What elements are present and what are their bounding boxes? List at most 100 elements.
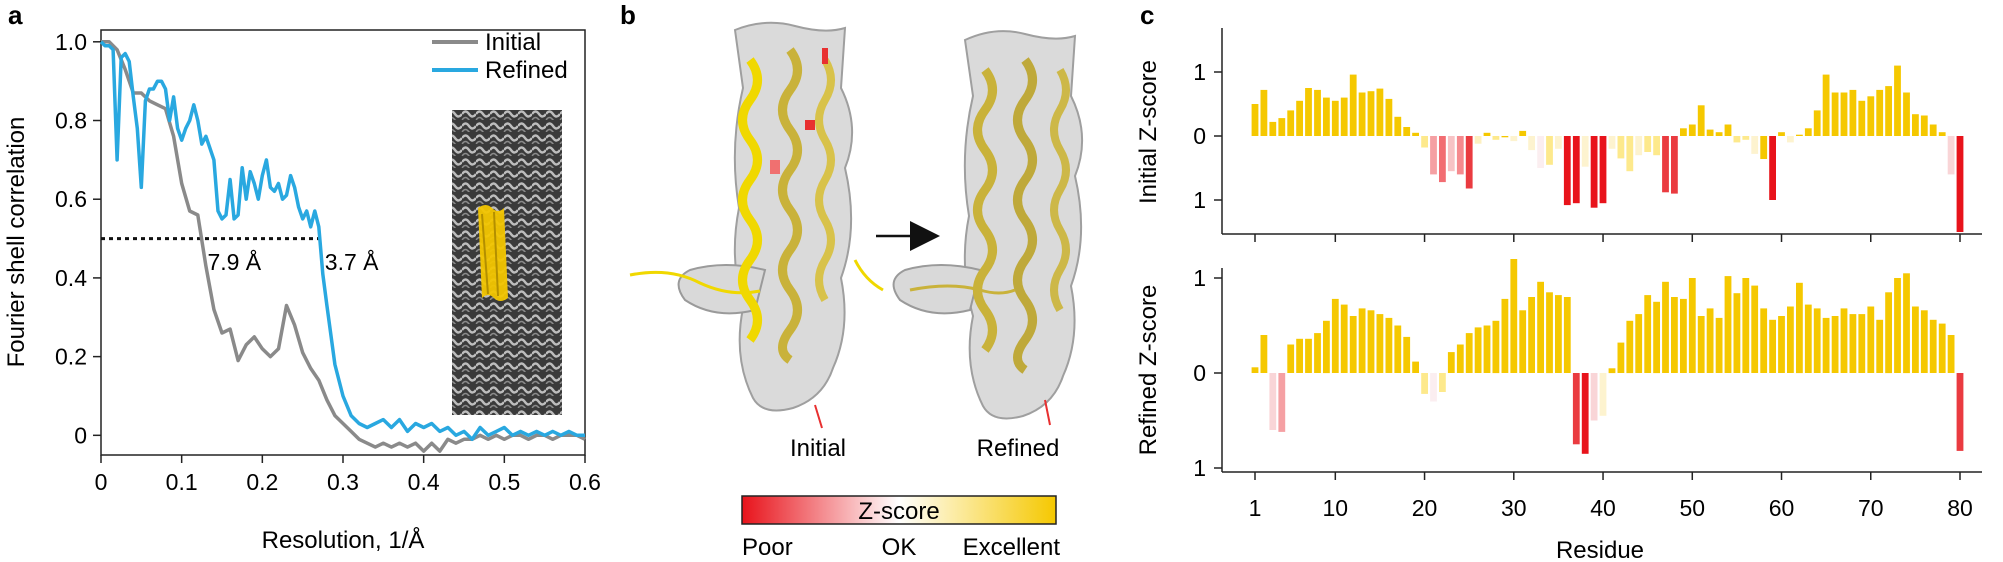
initial-zscore-y-tick-label: 0: [1193, 123, 1206, 149]
refined-zscore-bar: [1349, 316, 1357, 373]
panel-label-a: a: [8, 0, 23, 30]
residue-x-tick-label: 1: [1249, 495, 1262, 521]
refined-zscore-bar: [1430, 373, 1437, 402]
initial-zscore-bar: [1546, 136, 1553, 165]
colorbar-label-ok: OK: [882, 534, 917, 561]
refined-zscore-bar: [1894, 278, 1901, 373]
colorbar-label-poor: Poor: [742, 534, 793, 561]
initial-zscore-bar: [1590, 136, 1598, 208]
refined-zscore-bar: [1787, 306, 1794, 373]
refined-zscore-bar: [1831, 316, 1839, 373]
fsc-x-tick-label: 0.3: [327, 469, 359, 495]
initial-zscore-bar: [1474, 136, 1482, 144]
initial-zscore-bar: [1804, 128, 1812, 136]
refined-zscore-bar: [1537, 281, 1544, 373]
initial-zscore-bar: [1340, 97, 1348, 136]
refined-zscore-bar: [1456, 344, 1464, 373]
structure-label-initial: Initial: [790, 435, 846, 462]
initial-zscore-bar: [1858, 100, 1866, 136]
refined-zscore-bar: [1439, 373, 1446, 392]
residue-x-ticks: 1 10 20 30 40 50 60 70 80: [1249, 234, 1973, 521]
refined-zscore-bar: [1706, 308, 1714, 373]
refined-zscore-bar: [1278, 373, 1286, 432]
initial-zscore-bar: [1724, 124, 1732, 136]
initial-zscore-bar: [1760, 136, 1768, 159]
refined-zscore-y-axis-label: Refined Z-score: [1135, 285, 1162, 456]
initial-zscore-bar: [1385, 98, 1393, 136]
initial-zscore-bar: [1519, 130, 1527, 136]
initial-zscore-bar: [1920, 115, 1928, 136]
initial-zscore-bar: [1947, 136, 1955, 175]
initial-zscore-bar: [1742, 136, 1750, 140]
initial-zscore-bar: [1929, 124, 1937, 136]
initial-zscore-bar: [1296, 100, 1303, 136]
refined-zscore-bar: [1617, 342, 1625, 373]
refined-zscore-bar: [1903, 273, 1910, 374]
refined-zscore-bar: [1858, 314, 1866, 373]
refined-zscore-bar: [1644, 295, 1652, 373]
initial-zscore-bar: [1635, 136, 1643, 156]
initial-zscore-bar: [1840, 92, 1848, 136]
fsc-series-refined-line: [99, 40, 585, 442]
initial-zscore-bar: [1876, 89, 1884, 136]
initial-zscore-bar: [1278, 118, 1286, 136]
fsc-y-tick-label: 0: [74, 422, 87, 448]
colorbar-title: Z-score: [858, 498, 939, 525]
initial-zscore-bar: [1813, 110, 1821, 136]
initial-zscore-bar: [1465, 136, 1473, 189]
residue-x-tick-label: 40: [1590, 495, 1616, 521]
refined-zscore-bar: [1340, 304, 1348, 373]
refined-zscore-y-tick-label: 1: [1193, 265, 1206, 291]
initial-zscore-y-tick-label: 1: [1193, 187, 1206, 213]
fsc-x-axis-label: Resolution, 1/Å: [262, 526, 425, 554]
initial-zscore-bar: [1430, 136, 1437, 175]
residue-x-tick-label: 80: [1947, 495, 1973, 521]
refined-zscore-bar: [1947, 335, 1955, 373]
fsc-x-tick-label: 0: [95, 469, 108, 495]
initial-zscore-bars: [1251, 65, 1964, 232]
refined-zscore-bar: [1751, 285, 1759, 373]
initial-zscore-bar: [1822, 74, 1830, 136]
refined-zscore-bar: [1581, 373, 1589, 454]
refined-zscore-bar: [1358, 308, 1366, 373]
initial-zscore-bar: [1894, 65, 1901, 136]
refined-zscore-bar: [1769, 319, 1776, 373]
refined-zscore-bar: [1465, 333, 1473, 373]
refined-zscore-bar: [1492, 320, 1500, 374]
fsc-x-tick-label: 0.4: [408, 469, 440, 495]
refined-zscore-bar: [1671, 297, 1678, 373]
refined-zscore-bars: [1251, 259, 1964, 454]
initial-zscore-bar: [1269, 121, 1277, 136]
refined-zscore-bar: [1885, 292, 1892, 374]
initial-zscore-bar: [1331, 100, 1339, 136]
initial-zscore-bar: [1314, 89, 1321, 136]
initial-zscore-bar: [1581, 136, 1589, 167]
initial-zscore-bar: [1251, 104, 1259, 136]
refined-zscore-bar: [1590, 373, 1598, 421]
initial-zscore-bar: [1903, 92, 1910, 136]
refined-zscore-bar: [1331, 298, 1339, 373]
initial-zscore-bar: [1912, 114, 1919, 136]
refined-zscore-bar: [1608, 368, 1616, 374]
fsc-annotation-initial-resolution: 7.9 Å: [207, 248, 261, 275]
initial-zscore-chart: 1 0 1 Initial Z-score: [1135, 28, 1982, 235]
initial-zscore-bar: [1671, 136, 1678, 194]
refined-zscore-bar: [1599, 373, 1607, 416]
structure-panel: b Initial Refined: [620, 0, 1084, 561]
initial-zscore-bar: [1483, 132, 1491, 136]
refined-zscore-bar: [1849, 314, 1857, 373]
refined-zscore-bar: [1394, 325, 1402, 373]
initial-zscore-bar: [1867, 96, 1875, 136]
zscore-colorbar: Z-score Poor OK Excellent: [741, 495, 1060, 561]
residue-x-tick-label: 20: [1412, 495, 1438, 521]
initial-zscore-bar: [1769, 136, 1776, 200]
initial-zscore-bar: [1849, 89, 1857, 136]
initial-zscore-y-tick-label: 1: [1193, 59, 1206, 85]
initial-zscore-bar: [1287, 110, 1295, 136]
initial-zscore-bar: [1751, 136, 1759, 154]
refined-zscore-bar: [1546, 292, 1553, 374]
residue-x-tick-label: 30: [1501, 495, 1527, 521]
refined-zscore-bar: [1251, 367, 1259, 373]
structure-label-refined: Refined: [977, 435, 1060, 462]
